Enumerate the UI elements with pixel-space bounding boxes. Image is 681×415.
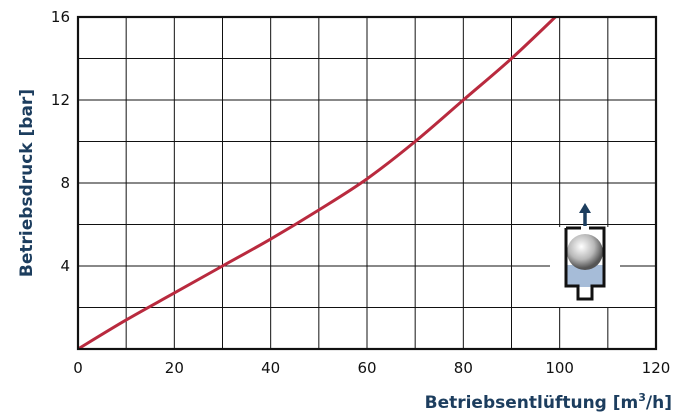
x-tick-label: 0 [73, 359, 83, 377]
x-tick-label: 120 [642, 359, 671, 377]
x-tick-label: 20 [165, 359, 184, 377]
series-curve [78, 17, 558, 349]
y-tick-labels: 4 8 12 16 [51, 8, 70, 275]
y-tick-label: 8 [60, 174, 70, 192]
x-tick-label: 100 [545, 359, 574, 377]
valve-float-icon [550, 203, 620, 307]
y-tick-label: 12 [51, 91, 70, 109]
series-line [78, 17, 558, 349]
x-axis-title: Betriebsentlüftung [m3/h] [425, 391, 672, 413]
x-axis-title-sup: 3 [638, 391, 646, 404]
x-tick-label: 60 [357, 359, 376, 377]
x-axis-title-tail: /h] [646, 393, 672, 413]
plot-frame [76, 15, 658, 351]
y-tick-label: 16 [51, 8, 70, 26]
x-tick-label: 80 [454, 359, 473, 377]
y-tick-label: 4 [60, 257, 70, 275]
x-axis-title-main: Betriebsentlüftung [m [425, 393, 639, 413]
x-tick-label: 40 [261, 359, 280, 377]
x-tick-labels: 0 20 40 60 80 100 120 [73, 359, 670, 377]
y-axis-title: Betriebsdruck [bar] [17, 89, 37, 277]
